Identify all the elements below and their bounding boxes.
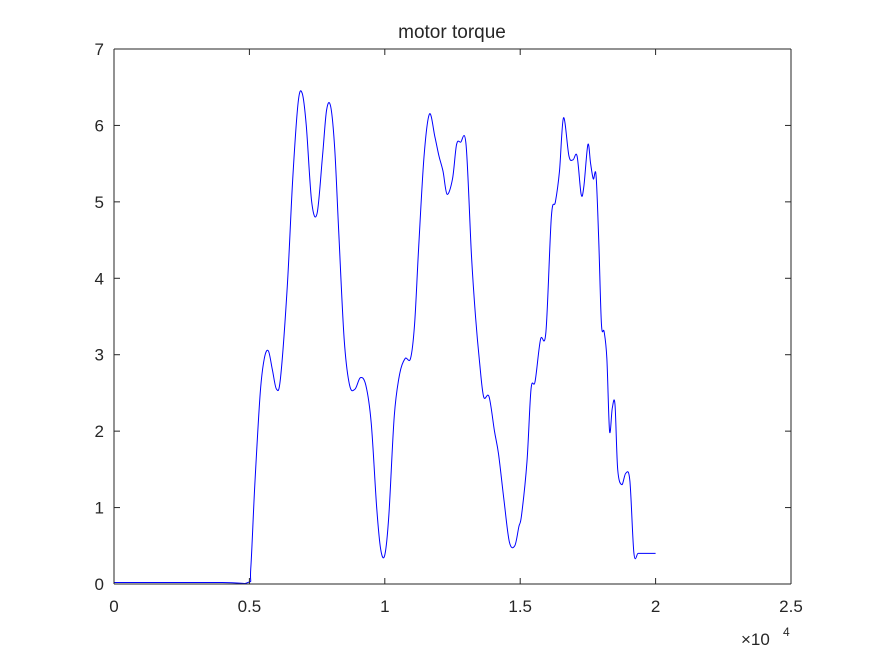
y-tick-label: 0 — [95, 575, 104, 594]
y-tick-label: 4 — [95, 269, 104, 288]
x-tick-label: 0 — [109, 597, 118, 616]
plot-area — [114, 49, 791, 584]
x-exponent-power: 4 — [783, 625, 790, 639]
x-exponent-base: ×10 — [741, 630, 770, 649]
x-tick-label: 2 — [651, 597, 660, 616]
x-tick-label: 1 — [380, 597, 389, 616]
y-tick-label: 5 — [95, 193, 104, 212]
y-tick-label: 6 — [95, 116, 104, 135]
x-tick-label: 0.5 — [238, 597, 262, 616]
y-tick-label: 7 — [95, 40, 104, 59]
y-tick-label: 2 — [95, 422, 104, 441]
y-tick-label: 1 — [95, 499, 104, 518]
chart-title: motor torque — [398, 22, 506, 43]
x-ticks: 0 0.5 1 1.5 2 2.5 — [109, 49, 803, 616]
series-layer — [114, 90, 656, 584]
y-ticks: 0 1 2 3 4 5 6 7 — [95, 40, 791, 594]
y-tick-label: 3 — [95, 346, 104, 365]
axes-frame — [113, 48, 792, 585]
x-exponent: ×10 4 — [741, 625, 790, 649]
x-tick-label: 2.5 — [779, 597, 803, 616]
x-tick-label: 1.5 — [508, 597, 532, 616]
series-line — [114, 90, 656, 584]
